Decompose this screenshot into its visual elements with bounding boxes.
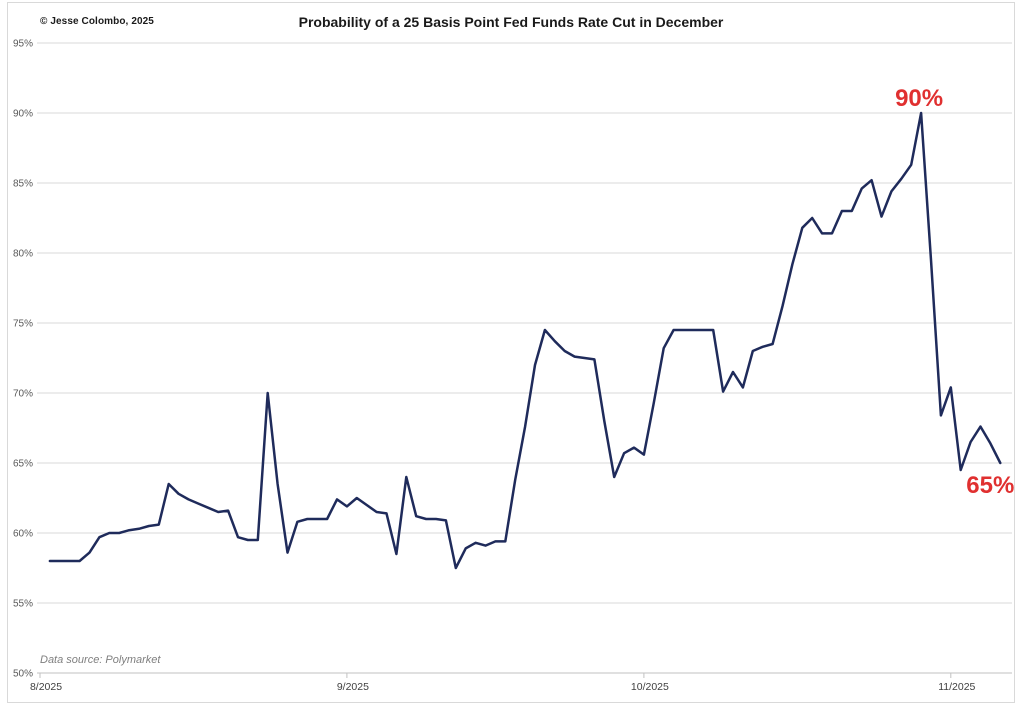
x-axis-label: 8/2025 <box>30 681 62 693</box>
annotation-65pct: 65% <box>966 472 1014 499</box>
chart-title: Probability of a 25 Basis Point Fed Fund… <box>298 14 724 30</box>
annotation-90pct: 90% <box>895 85 943 112</box>
data-source-note: Data source: Polymarket <box>40 654 161 666</box>
y-axis-label: 50% <box>13 669 33 680</box>
y-axis-label: 90% <box>13 109 33 120</box>
y-axis-label: 85% <box>13 179 33 190</box>
probability-line-chart: 95% 90% 85% 80% 75% 70% 65% 60% 55% 50%8/2025 9/20… <box>13 39 1014 694</box>
y-axis-label: 95% <box>13 39 33 50</box>
x-axis-label: 11/2025 <box>938 681 975 693</box>
y-axis-label: 60% <box>13 529 33 540</box>
y-axis-label: 70% <box>13 389 33 400</box>
y-axis-label: 55% <box>13 599 33 610</box>
y-axis-label: 75% <box>13 319 33 330</box>
probability-line <box>48 111 1002 570</box>
x-axis-label: 10/2025 <box>631 681 669 693</box>
y-axis-label: 80% <box>13 249 33 260</box>
y-axis-label: 65% <box>13 459 33 470</box>
x-axis-label: 9/2025 <box>337 681 369 693</box>
chart-card: © Jesse Colombo, 2025 Probability of a 2… <box>7 2 1015 703</box>
copyright-note: © Jesse Colombo, 2025 <box>40 16 154 27</box>
